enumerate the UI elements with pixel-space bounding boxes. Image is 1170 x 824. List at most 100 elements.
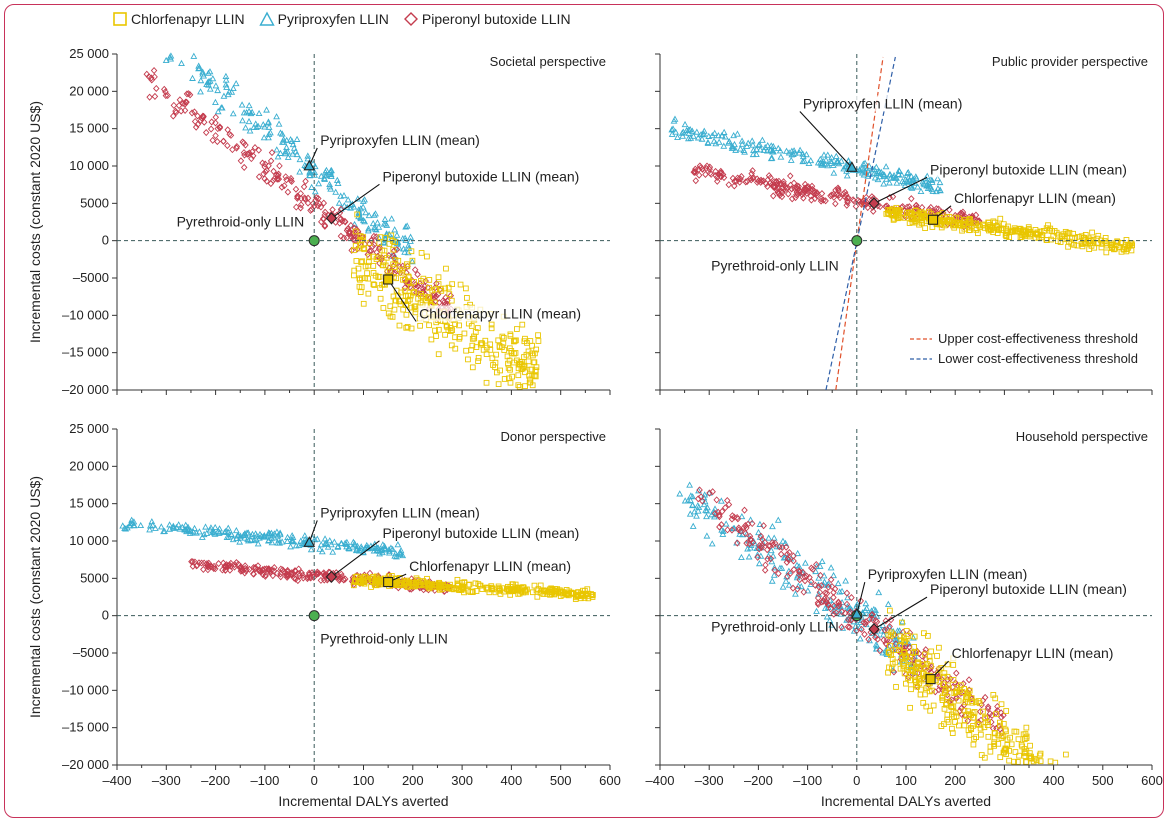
data-point	[887, 633, 894, 640]
data-point	[899, 619, 905, 626]
data-point	[685, 129, 693, 136]
data-point	[398, 579, 405, 586]
data-point	[350, 582, 357, 589]
data-point	[175, 521, 183, 528]
data-point	[778, 187, 785, 195]
data-point	[309, 160, 317, 167]
data-point	[862, 600, 870, 607]
data-point	[741, 506, 748, 514]
data-point	[830, 571, 837, 579]
data-point	[815, 583, 822, 591]
mean-label: Pyriproxyfen LLIN (mean)	[320, 504, 480, 520]
data-point	[996, 719, 1003, 726]
data-point	[395, 257, 402, 264]
data-point	[770, 571, 778, 578]
data-point	[923, 661, 930, 667]
data-point	[294, 193, 301, 201]
data-point	[196, 528, 203, 535]
data-point	[942, 688, 948, 695]
data-point	[383, 254, 390, 261]
data-point	[240, 149, 248, 157]
data-point	[292, 542, 300, 549]
data-point	[351, 272, 357, 279]
data-point	[843, 600, 851, 608]
data-point	[275, 536, 283, 543]
data-point	[563, 587, 570, 593]
data-point	[748, 137, 756, 144]
mean-label-bg	[953, 189, 1124, 206]
data-point	[467, 589, 474, 595]
data-point	[321, 208, 329, 216]
data-point	[365, 290, 372, 297]
data-point	[850, 627, 858, 634]
data-point	[836, 194, 844, 202]
data-point	[403, 311, 410, 318]
series-diamond	[143, 67, 455, 323]
data-point	[835, 191, 843, 199]
data-point	[893, 179, 901, 186]
data-point	[918, 686, 924, 693]
data-point	[357, 289, 364, 295]
data-point	[1078, 233, 1085, 240]
data-point	[202, 523, 209, 530]
data-point	[1027, 755, 1034, 761]
data-point	[790, 565, 798, 574]
data-point	[873, 618, 881, 626]
data-point	[232, 526, 240, 534]
data-point	[511, 338, 518, 344]
data-point	[411, 278, 417, 285]
mean-callout-line	[331, 183, 380, 219]
data-point	[918, 652, 926, 660]
data-point	[866, 637, 873, 644]
data-point	[1021, 231, 1027, 238]
data-point	[722, 504, 729, 512]
data-point	[396, 548, 404, 555]
reference-label: Pyrethroid-only LLIN	[177, 214, 305, 230]
data-point	[950, 677, 957, 683]
plot-area	[668, 115, 1135, 256]
data-point	[720, 142, 728, 149]
data-point	[835, 160, 843, 167]
data-point	[936, 178, 944, 186]
series-triangle	[162, 52, 416, 265]
data-point	[881, 626, 888, 634]
data-point	[408, 248, 415, 255]
data-point	[359, 203, 367, 210]
mean-label-bg	[381, 524, 595, 541]
data-point	[883, 175, 890, 182]
data-point	[337, 215, 345, 223]
data-point	[297, 204, 304, 212]
data-point	[1091, 244, 1098, 251]
data-point	[363, 541, 371, 549]
y-tick-label: 25 000	[69, 46, 109, 61]
data-point	[417, 322, 423, 329]
data-point	[377, 285, 383, 291]
data-point	[757, 532, 765, 540]
data-point	[297, 189, 304, 198]
data-point	[1039, 232, 1046, 239]
data-point	[897, 214, 904, 221]
data-point	[1095, 232, 1102, 239]
data-point	[825, 583, 832, 591]
data-point	[775, 189, 783, 197]
data-point	[779, 537, 787, 544]
data-point	[1004, 742, 1011, 748]
data-point	[940, 681, 946, 688]
data-point	[735, 524, 743, 532]
data-point	[907, 206, 914, 214]
data-point	[832, 200, 839, 208]
reference-point	[308, 610, 320, 622]
data-point	[921, 630, 927, 637]
data-point	[820, 581, 827, 588]
data-point	[904, 666, 910, 673]
data-point	[943, 700, 950, 707]
data-point	[385, 549, 393, 556]
data-point	[385, 310, 392, 317]
data-point	[725, 181, 733, 189]
data-point	[769, 192, 777, 200]
y-tick-label: 10 000	[69, 158, 109, 173]
data-point	[151, 524, 159, 531]
data-point	[263, 106, 270, 113]
data-point	[435, 326, 442, 333]
data-point	[1023, 724, 1030, 731]
